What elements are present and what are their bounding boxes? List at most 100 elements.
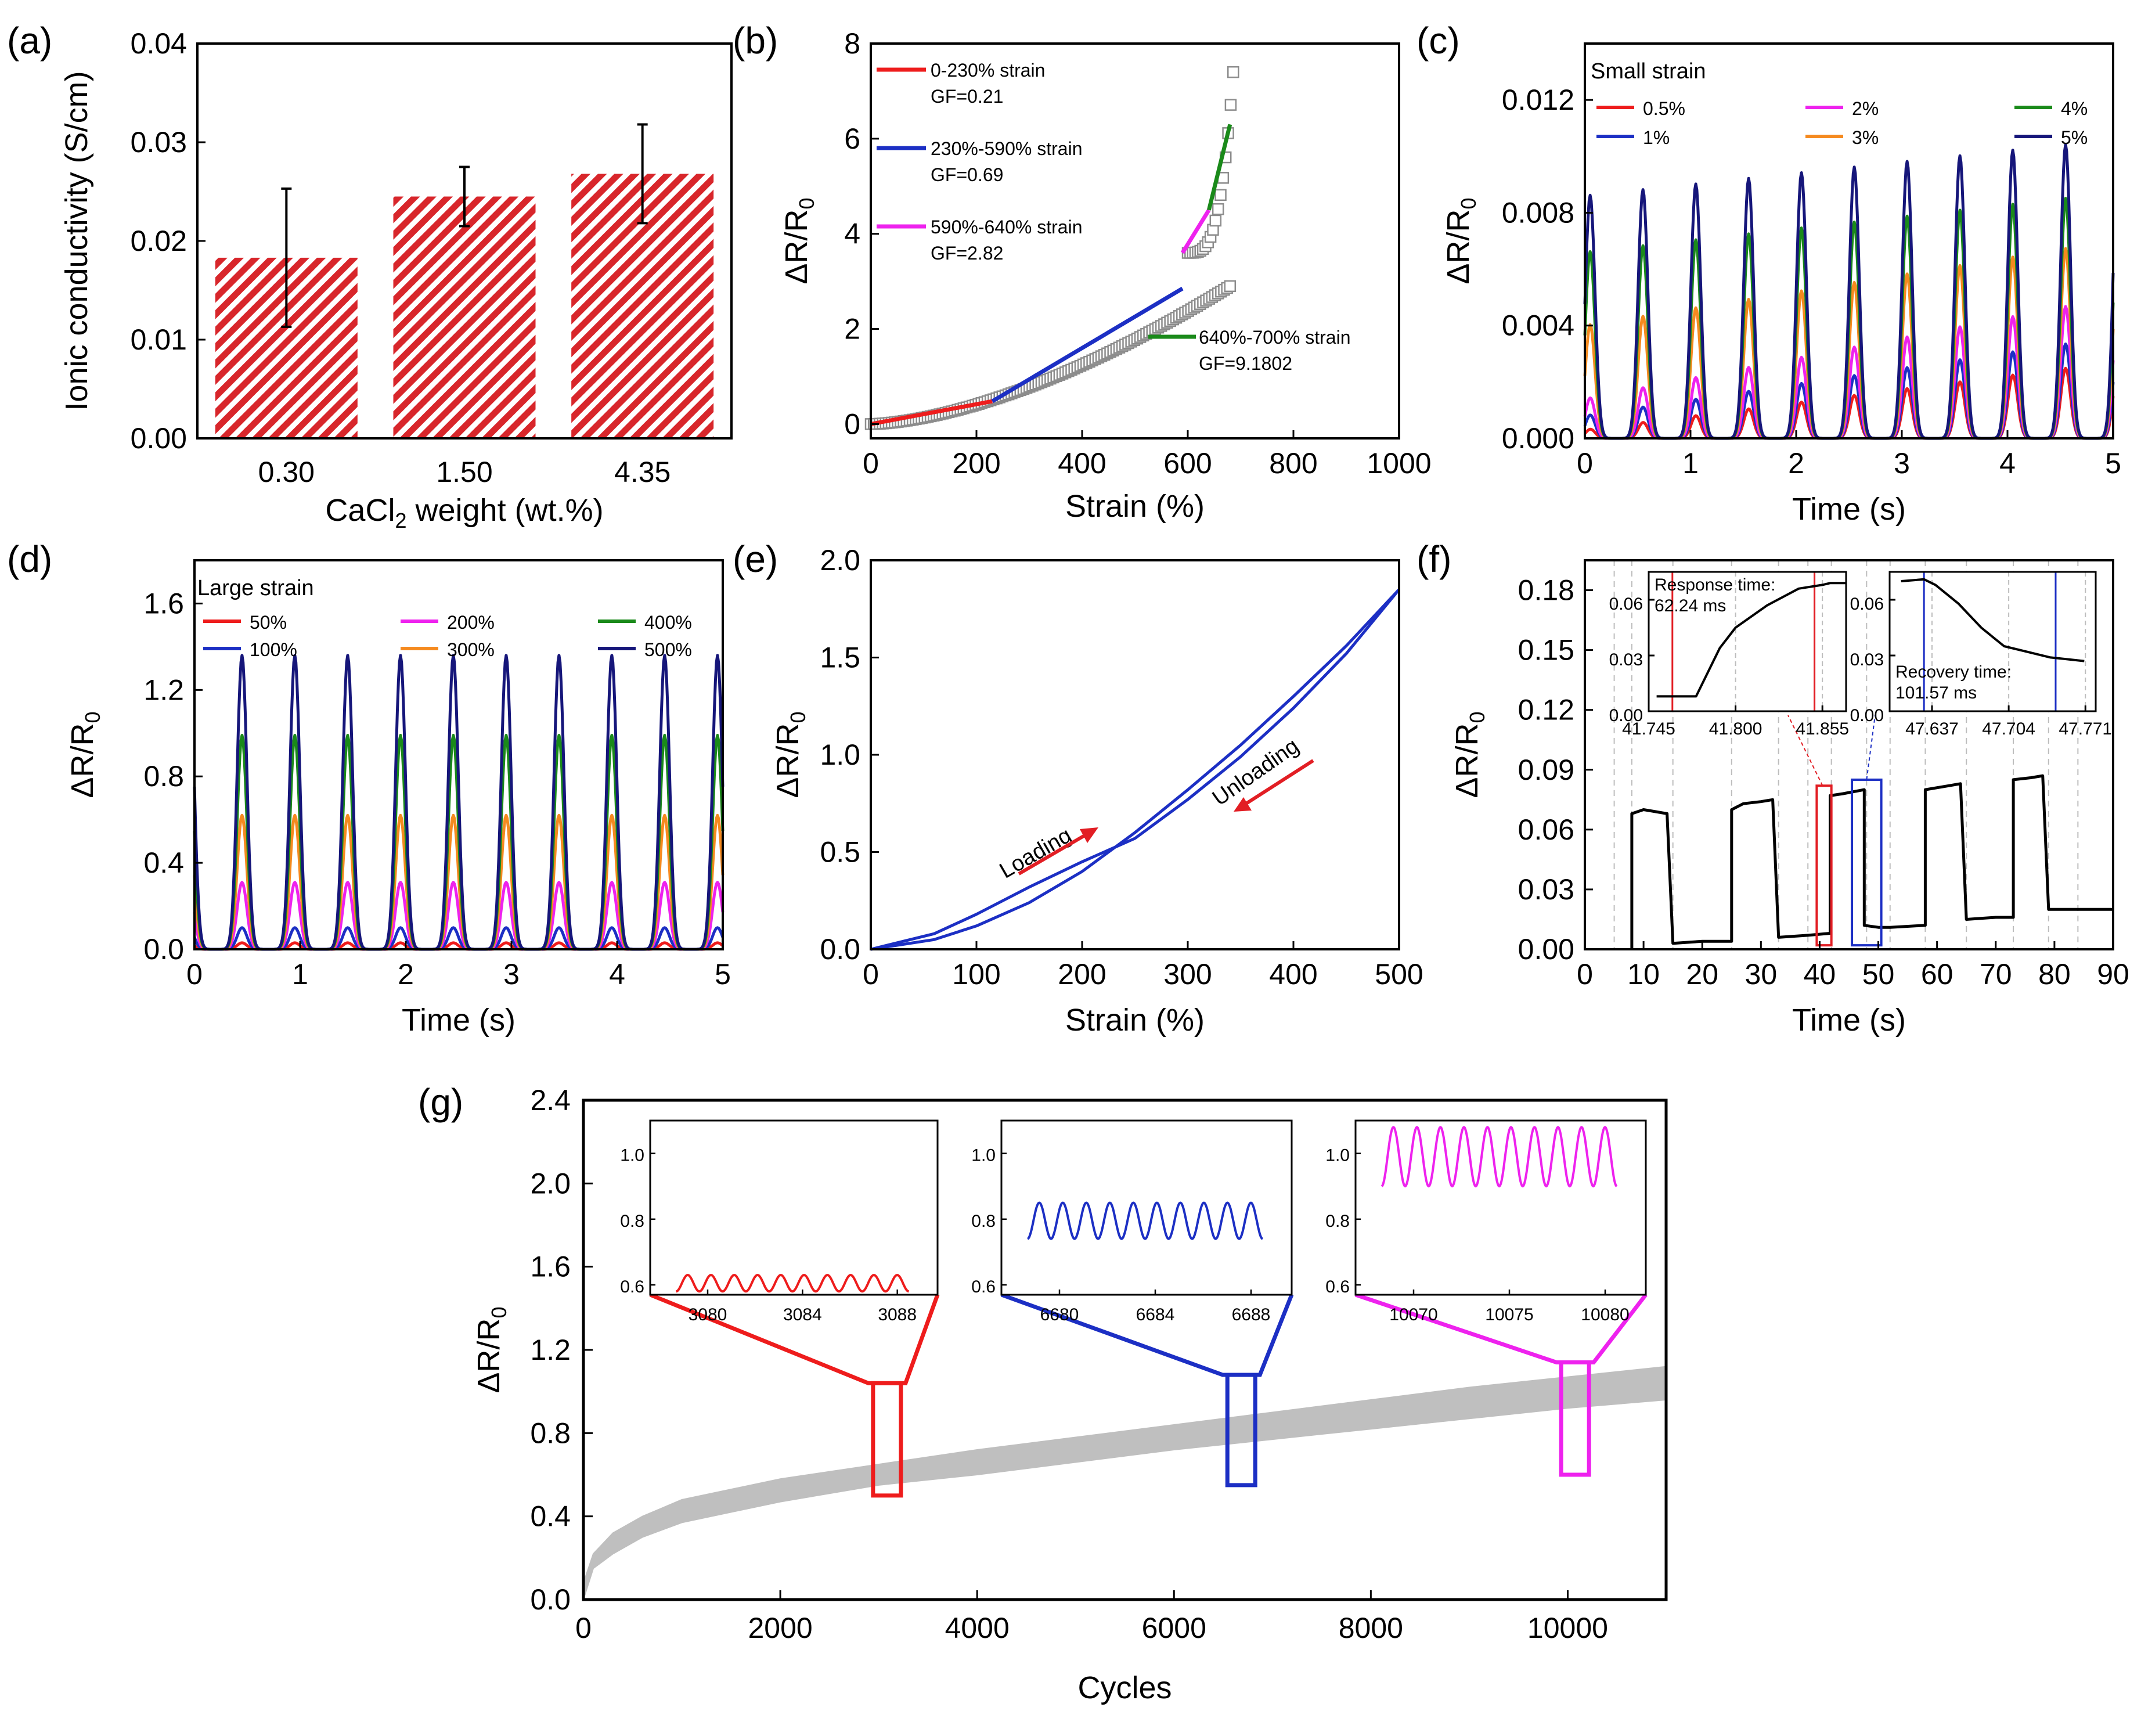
x-label: 40 (1804, 958, 1836, 991)
x-axis-title-subscript: 2 (395, 509, 406, 532)
legend-label: 0-230% strain (931, 60, 1045, 81)
y-label: 8 (844, 27, 860, 60)
plot-frame (1584, 42, 2114, 440)
zoom-inset-curve (675, 1274, 910, 1293)
y-label: 0.0 (143, 933, 184, 966)
inset-caption-2: 101.57 ms (1895, 683, 1977, 703)
y-label: 4 (844, 218, 860, 250)
x-label: 2 (398, 958, 414, 991)
x-label: 200 (1058, 958, 1106, 991)
legend-label: 400% (644, 612, 692, 633)
y-label: 0.012 (1502, 84, 1574, 116)
inset-curve (1901, 578, 2085, 662)
x-label: 8000 (1339, 1612, 1403, 1644)
x-label: 1 (1682, 447, 1699, 480)
y-axis-title: Ionic conductivity (S/cm) (59, 71, 94, 410)
inset-y-label: 0.06 (1609, 595, 1643, 614)
x-label: 800 (1269, 447, 1317, 480)
x-label: 80 (2038, 958, 2071, 991)
x-axis-title-rest: weight (wt.%) (406, 493, 603, 528)
x-label: 400 (1269, 958, 1317, 991)
legend-gf: GF=0.21 (931, 86, 1003, 107)
x-label: 20 (1686, 958, 1718, 991)
panel-label-a: (a) (7, 20, 52, 62)
inset-x-label: 47.704 (1982, 719, 2035, 739)
legend-title: Small strain (1591, 59, 1706, 84)
y-label: 0.4 (143, 847, 184, 879)
zoom-inset-frame (1354, 1119, 1647, 1296)
x-label: 0 (863, 447, 879, 480)
y-label: 1.2 (530, 1334, 571, 1366)
x-label: 6000 (1142, 1612, 1206, 1644)
x-label: 400 (1058, 447, 1106, 480)
scatter-point (1224, 280, 1237, 293)
y-label: 1.0 (820, 739, 860, 771)
inset-caption-2: 62.24 ms (1655, 596, 1726, 615)
x-label: 0 (1577, 447, 1593, 480)
x-label: 0 (186, 958, 203, 991)
zoom-inset-y-label: 1.0 (971, 1146, 996, 1165)
x-label: 1 (292, 958, 308, 991)
panel-label-d: (d) (7, 538, 52, 580)
x-axis-title: Strain (%) (1065, 489, 1205, 524)
y-label: 0.18 (1518, 574, 1574, 607)
legend-label: 590%-640% strain (931, 217, 1082, 237)
inset-x-label: 41.745 (1622, 719, 1675, 739)
y-axis-title-subscript: 0 (795, 197, 819, 209)
zoom-inset-x-label: 10075 (1485, 1305, 1533, 1324)
zoom-connector (649, 1292, 940, 1385)
zoom-inset-x-label: 6684 (1136, 1305, 1175, 1324)
x-label: 600 (1163, 447, 1212, 480)
x-label: 200 (952, 447, 1000, 480)
zoom-inset-y-label: 0.6 (971, 1277, 996, 1296)
panel-a: (a) 0.30 1.50 4.35 0.00 0.01 0.02 0.03 0.04 Ioni… (7, 20, 733, 532)
y-axis-title-subscript: 0 (786, 711, 810, 723)
loading-arrowhead (1080, 827, 1098, 843)
x-label: 70 (1980, 958, 2012, 991)
unloading-curve (870, 588, 1400, 951)
y-label: 0.06 (1518, 813, 1574, 846)
y-label: 2.0 (530, 1167, 571, 1200)
fit-line (870, 399, 993, 426)
y-axis-title: ΔR/R0 (471, 1306, 511, 1393)
inset-y-label: 0.03 (1850, 650, 1884, 669)
y-axis-title: ΔR/R0 (65, 711, 104, 798)
x-label: 3 (503, 958, 520, 991)
scatter-point (1224, 99, 1237, 111)
x-axis-title: Time (s) (402, 1003, 516, 1038)
response-zoom-box (1815, 784, 1833, 947)
zoom-connector (1354, 1292, 1648, 1364)
y-axis-title: ΔR/R0 (1441, 197, 1480, 284)
zoom-inset-y-label: 0.6 (1325, 1277, 1350, 1296)
x-category-label: 0.30 (258, 456, 315, 488)
legend-label: 1% (1643, 127, 1670, 148)
y-label: 0.8 (530, 1417, 571, 1449)
legend-label: 50% (250, 612, 287, 633)
y-axis-title: ΔR/R0 (779, 197, 819, 284)
inset-y-label: 0.00 (1609, 706, 1643, 725)
scatter-point (1209, 214, 1222, 227)
zoom-inset-y-label: 0.8 (1325, 1212, 1350, 1231)
unloading-arrowhead (1234, 797, 1252, 812)
legend-gf: GF=9.1802 (1199, 353, 1292, 374)
y-label: 0.4 (530, 1500, 571, 1533)
legend-title: Large strain (197, 576, 314, 600)
y-label: 2.0 (820, 544, 860, 577)
zoom-inset-x-label: 10070 (1389, 1305, 1437, 1324)
inset-y-label: 0.00 (1850, 706, 1884, 725)
fit-line (1180, 208, 1211, 254)
x-axis-title: Cycles (1077, 1670, 1172, 1705)
y-label: 0 (844, 408, 860, 440)
x-label: 10000 (1527, 1612, 1608, 1644)
x-label: 500 (1375, 958, 1423, 991)
inset-frame (1648, 571, 1847, 712)
panel-g: (g) 0.6 0.8 1.0 3080 3084 3088 0.6 0.8 1.0 6680 66… (418, 1081, 1668, 1705)
x-axis-title: Time (s) (1792, 1003, 1906, 1038)
y-label: 0.008 (1502, 196, 1574, 229)
x-label: 5 (715, 958, 731, 991)
legend-label: 3% (1852, 127, 1879, 148)
signal-line (1630, 774, 2113, 949)
legend-label: 2% (1852, 98, 1879, 119)
cycling-band (583, 1366, 1667, 1600)
scatter-point (1227, 66, 1239, 78)
